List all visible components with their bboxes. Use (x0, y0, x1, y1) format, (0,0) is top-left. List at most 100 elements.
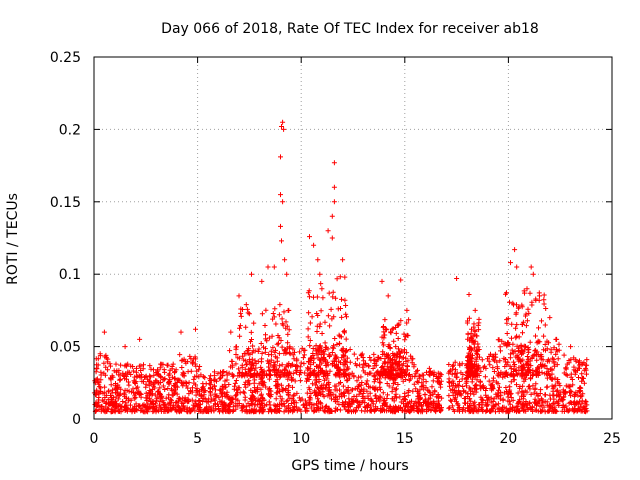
roti-point (390, 351, 396, 356)
roti-point (334, 371, 340, 377)
roti-point (133, 369, 139, 375)
roti-peak-point (528, 264, 534, 270)
roti-point (320, 295, 326, 301)
roti-point (220, 402, 226, 407)
roti-point (542, 362, 548, 368)
roti-point (250, 343, 256, 349)
roti-point (448, 387, 454, 393)
roti-point (437, 379, 442, 385)
roti-point (572, 371, 578, 377)
roti-point (137, 374, 143, 380)
roti-point (550, 401, 556, 407)
roti-point (212, 383, 217, 389)
roti-point (188, 368, 194, 374)
roti-point (327, 323, 333, 329)
roti-point (423, 379, 429, 385)
roti-point (233, 392, 239, 398)
roti-point (519, 351, 524, 357)
roti-point (217, 387, 223, 393)
roti-point (248, 360, 254, 366)
roti-point (276, 335, 282, 341)
roti-point (541, 333, 547, 339)
roti-point (570, 382, 576, 388)
roti-point (260, 396, 266, 401)
roti-point (432, 401, 438, 406)
roti-point (484, 395, 490, 400)
roti-point (271, 364, 277, 370)
roti-point (530, 408, 536, 414)
roti-point (323, 368, 329, 374)
roti-point (314, 311, 320, 316)
roti-point (238, 313, 244, 319)
roti-point (271, 359, 277, 365)
roti-point (529, 354, 535, 360)
roti-point (294, 358, 300, 364)
roti-point (126, 398, 132, 404)
roti-point (123, 371, 129, 377)
roti-point (362, 370, 368, 376)
roti-point (474, 372, 480, 378)
roti-point (378, 408, 384, 413)
roti-point (547, 405, 553, 411)
roti-point (299, 345, 305, 351)
roti-point (461, 396, 467, 401)
roti-point (116, 408, 122, 414)
roti-point (395, 372, 400, 378)
roti-point (311, 402, 317, 408)
roti-point (274, 366, 280, 372)
roti-point (427, 390, 433, 396)
roti-point (307, 372, 313, 378)
roti-point (448, 397, 453, 403)
roti-point (122, 387, 128, 393)
roti-point (521, 403, 527, 409)
roti-point (118, 362, 124, 368)
roti-point (101, 398, 107, 404)
roti-point (354, 393, 360, 399)
roti-point (334, 276, 340, 282)
roti-point (566, 400, 572, 406)
roti-point (492, 354, 498, 360)
roti-point (410, 388, 416, 394)
roti-point (543, 306, 549, 311)
roti-point (353, 408, 359, 413)
roti-point (344, 355, 350, 361)
roti-point (218, 375, 223, 381)
roti-point (340, 352, 346, 358)
roti-point (273, 321, 279, 327)
roti-point (386, 383, 392, 389)
grid-layer (94, 57, 612, 419)
roti-point (256, 372, 262, 378)
roti-point (195, 402, 201, 408)
roti-point (327, 392, 333, 398)
roti-point (328, 306, 334, 312)
roti-point (277, 393, 283, 399)
roti-point (580, 391, 586, 397)
roti-peak-point (279, 238, 284, 244)
roti-point (475, 341, 481, 347)
roti-point (155, 389, 161, 395)
roti-point (194, 373, 200, 379)
roti-point (552, 363, 558, 369)
roti-point (549, 376, 555, 382)
roti-point (278, 382, 284, 388)
roti-point (157, 385, 163, 391)
roti-point (381, 329, 387, 335)
roti-point (276, 388, 282, 394)
roti-point (393, 391, 399, 397)
roti-point (493, 391, 499, 397)
roti-point (273, 396, 279, 402)
roti-peak-point (278, 192, 283, 198)
roti-point (193, 363, 199, 369)
roti-point (187, 353, 193, 359)
roti-point (514, 322, 520, 328)
roti-point (452, 396, 458, 402)
roti-point (421, 386, 427, 392)
roti-point (142, 374, 147, 380)
roti-point (137, 391, 143, 396)
roti-point (260, 380, 266, 386)
roti-point (389, 408, 395, 414)
roti-point (230, 408, 236, 414)
roti-point (397, 349, 403, 355)
roti-point (359, 393, 365, 399)
roti-point (108, 395, 114, 401)
